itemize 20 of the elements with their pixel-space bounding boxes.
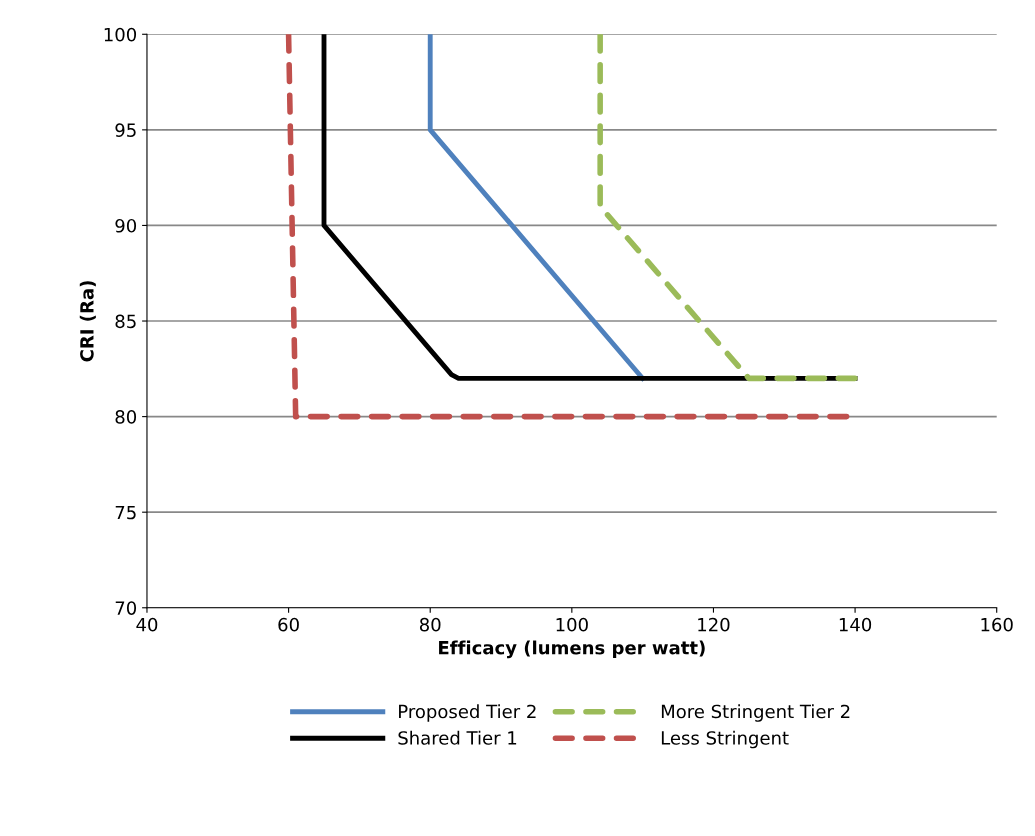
y-tick-label: 100: [104, 27, 137, 42]
legend-label: Proposed Tier 2: [399, 704, 536, 722]
y-tick-label: 70: [115, 601, 137, 615]
x-tick-label: 140: [839, 617, 872, 632]
x-tick-label: 40: [136, 617, 158, 632]
x-tick-label: 160: [981, 617, 1013, 632]
legend-label: More Stringent Tier 2: [661, 704, 850, 722]
y-tick-label: 85: [115, 314, 136, 329]
y-tick-label: 80: [115, 410, 137, 424]
legend-label: Shared Tier 1: [398, 730, 517, 745]
legend-label: Less Stringent: [661, 730, 789, 749]
y-tick-label: 90: [115, 218, 137, 233]
x-tick-label: 100: [556, 617, 588, 632]
x-tick-label: 120: [698, 617, 730, 632]
x-axis-title: Efficacy (lumens per watt): [439, 640, 705, 659]
y-tick-label: 75: [115, 505, 136, 520]
x-tick-label: 60: [278, 617, 299, 632]
x-tick-label: 80: [419, 617, 441, 632]
y-axis-title: CRI (Ra): [79, 281, 96, 362]
y-tick-label: 95: [115, 123, 136, 137]
